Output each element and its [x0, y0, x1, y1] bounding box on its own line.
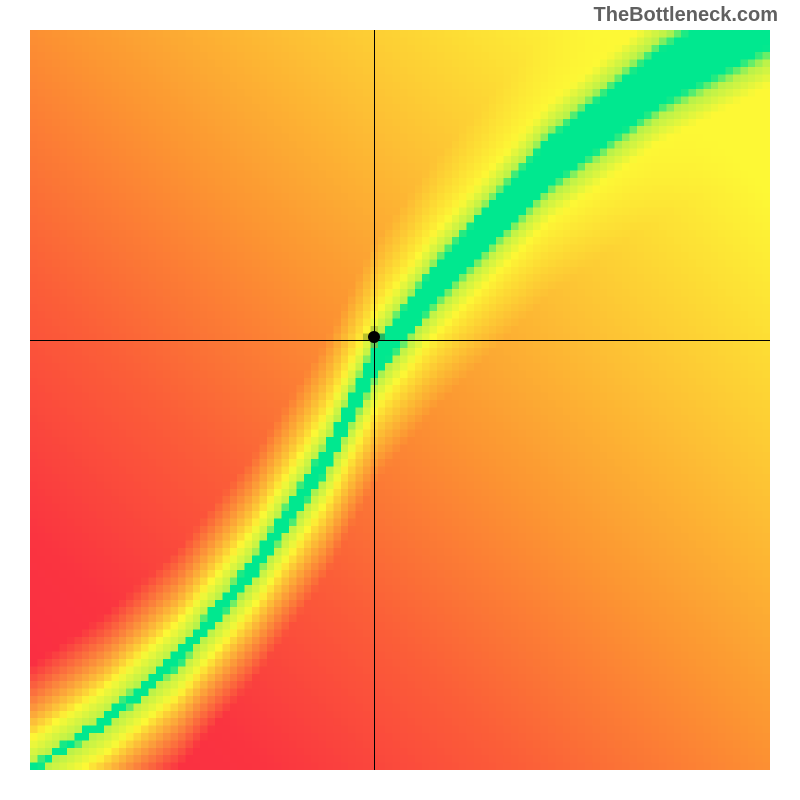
watermark-text: TheBottleneck.com — [594, 4, 778, 27]
bottleneck-heatmap — [30, 30, 770, 770]
crosshair-vertical — [374, 30, 375, 770]
crosshair-horizontal — [30, 340, 770, 341]
chart-container: TheBottleneck.com — [0, 0, 800, 800]
